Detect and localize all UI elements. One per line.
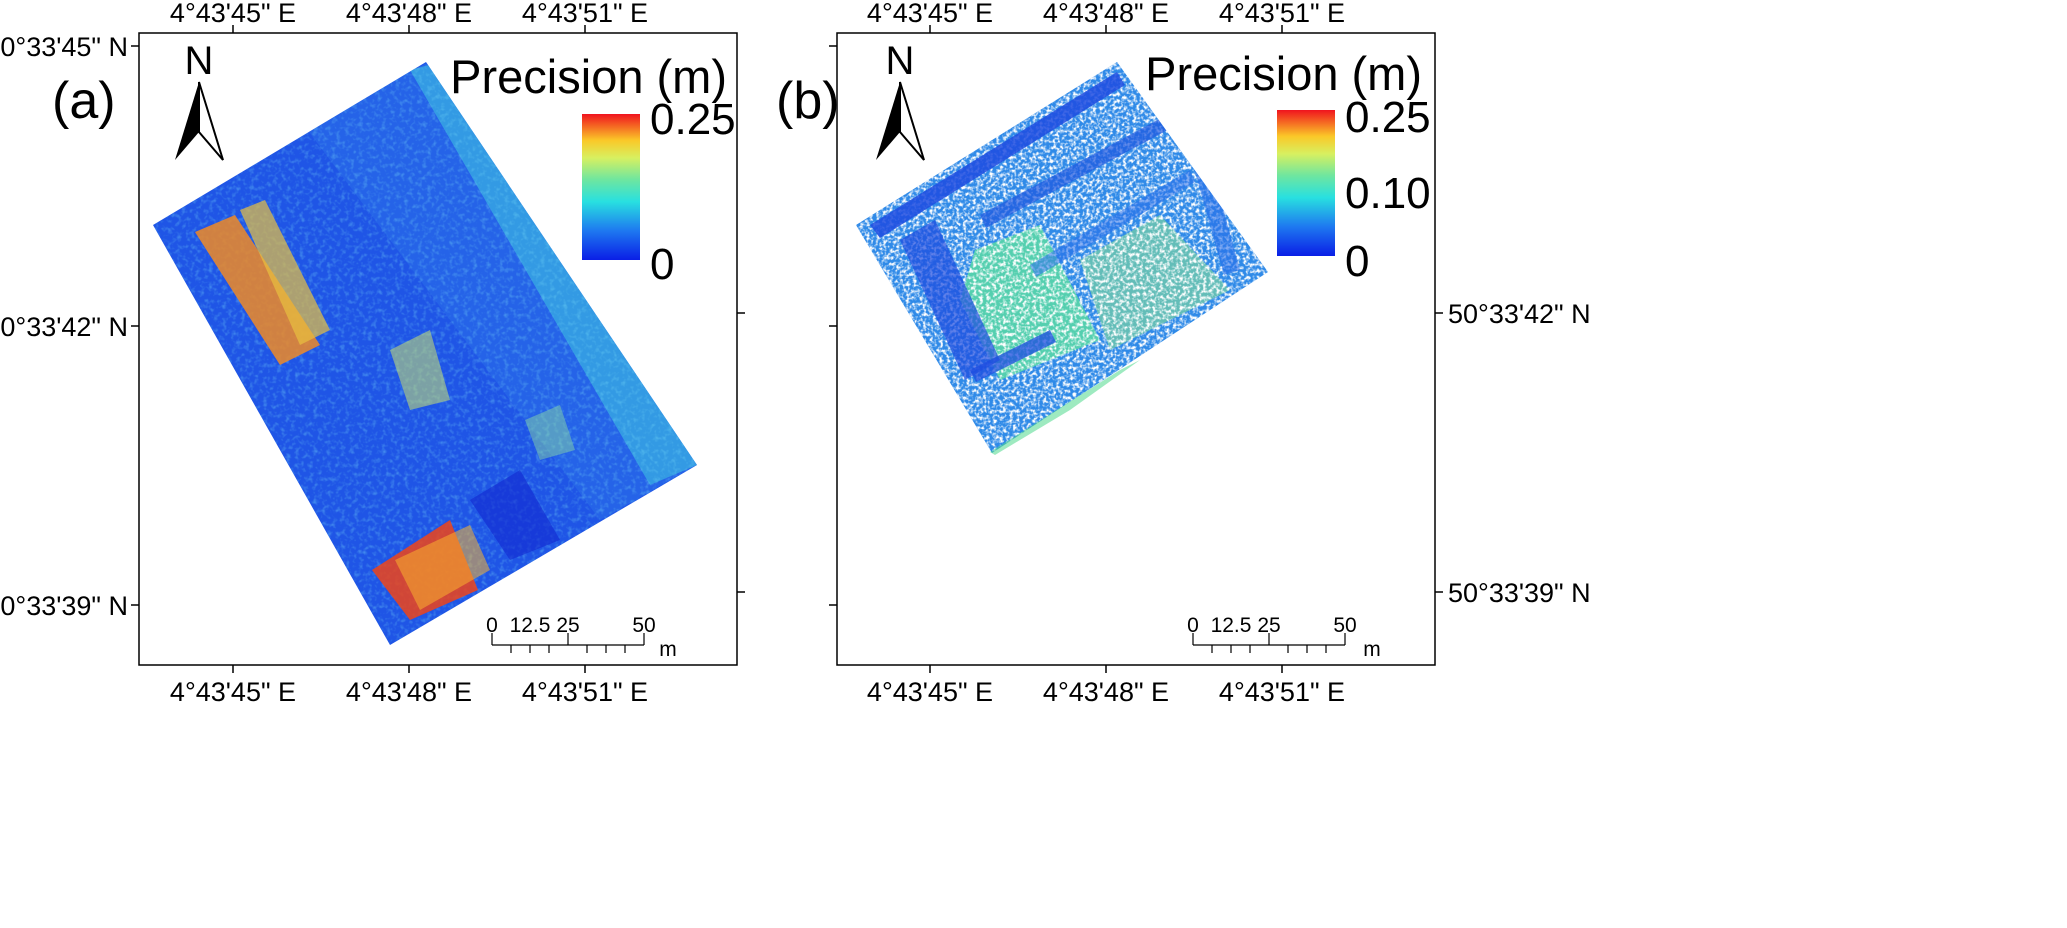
bottom-lon-label-a-1: 4°43'45" E	[170, 677, 296, 707]
frame-ticks-b	[829, 25, 1443, 673]
top-lon-label-b-1: 4°43'45" E	[867, 0, 993, 28]
panel-tag-b: (b)	[776, 72, 840, 130]
left-lat-label-a-3: 50°33'39" N	[0, 591, 128, 621]
scale-label-a-0: 0	[486, 614, 498, 637]
bottom-lon-label-b-1: 4°43'45" E	[867, 677, 993, 707]
legend-mid-b: 0.10	[1345, 169, 1431, 218]
top-lon-label-b-3: 4°43'51" E	[1219, 0, 1345, 28]
panel-tag-a: (a)	[52, 72, 116, 130]
north-label-b: N	[886, 39, 915, 83]
panel-b: 4°43'45" E 4°43'48" E 4°43'51" E 4°43'45…	[776, 0, 1591, 707]
north-label-a: N	[185, 39, 214, 83]
left-lat-label-a-2: 50°33'42" N	[0, 312, 128, 342]
scale-unit-a: m	[659, 638, 677, 661]
bottom-lon-label-a-3: 4°43'51" E	[522, 677, 648, 707]
legend-a: Precision (m) 0.25 0	[450, 50, 735, 289]
frame-ticks-a	[131, 25, 745, 673]
sparse-tail-b	[990, 360, 1140, 455]
legend-min-a: 0	[650, 240, 674, 289]
bottom-lon-label-a-2: 4°43'48" E	[346, 677, 472, 707]
bottom-lon-label-b-2: 4°43'48" E	[1043, 677, 1169, 707]
scale-label-b-3: 50	[1333, 614, 1356, 637]
top-lon-label-a-3: 4°43'51" E	[522, 0, 648, 28]
scale-label-a-1: 12.5	[510, 614, 551, 637]
legend-max-a: 0.25	[650, 95, 736, 144]
scale-bar-a: 0 12.5 25 50 m	[486, 614, 677, 661]
scale-label-b-2: 25	[1257, 614, 1280, 637]
scale-label-a-3: 50	[632, 614, 655, 637]
legend-b: Precision (m) 0.25 0.10 0	[1145, 47, 1430, 286]
color-ramp-b	[1277, 110, 1335, 256]
north-arrow-icon: N	[175, 39, 224, 161]
color-ramp-a	[582, 114, 640, 260]
legend-max-b: 0.25	[1345, 93, 1431, 142]
north-arrow-icon: N	[876, 39, 925, 161]
scale-bar-b: 0 12.5 25 50 m	[1187, 614, 1381, 661]
right-lat-label-b-2: 50°33'39" N	[1448, 578, 1591, 608]
scale-unit-b: m	[1363, 638, 1381, 661]
top-lon-label-a-2: 4°43'48" E	[346, 0, 472, 28]
panel-a: 4°43'45" E 4°43'48" E 4°43'51" E 4°43'45…	[0, 0, 745, 707]
top-lon-label-a-1: 4°43'45" E	[170, 0, 296, 28]
right-lat-label-b-1: 50°33'42" N	[1448, 299, 1591, 329]
scale-label-b-1: 12.5	[1211, 614, 1252, 637]
top-lon-label-b-2: 4°43'48" E	[1043, 0, 1169, 28]
legend-min-b: 0	[1345, 237, 1369, 286]
scale-label-a-2: 25	[556, 614, 579, 637]
legend-title-b: Precision (m)	[1145, 47, 1422, 100]
bottom-lon-label-b-3: 4°43'51" E	[1219, 677, 1345, 707]
scale-label-b-0: 0	[1187, 614, 1199, 637]
legend-title-a: Precision (m)	[450, 50, 727, 103]
left-lat-label-a-1: 50°33'45" N	[0, 32, 128, 62]
